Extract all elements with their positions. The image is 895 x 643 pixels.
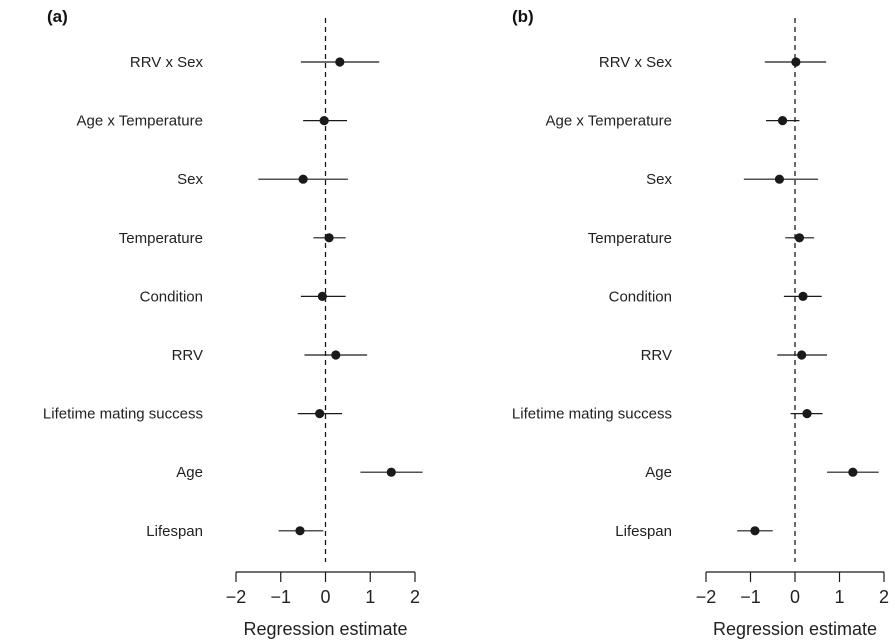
estimate-point (317, 291, 327, 301)
panel-b: (b) RRV x Sex Age x Temperature Sex Temperat… (512, 7, 889, 639)
estimate-point (774, 174, 785, 184)
x-tick-label: −2 (226, 587, 247, 607)
panel-label: (b) (512, 7, 534, 26)
x-axis-title: Regression estimate (713, 619, 877, 639)
estimate-point (794, 233, 805, 243)
x-tick-label: 2 (879, 587, 889, 607)
x-tick-label: −1 (740, 587, 761, 607)
estimate-point (797, 350, 807, 360)
category-label: Lifespan (615, 523, 672, 540)
x-tick-label: 1 (365, 587, 375, 607)
x-tick-label: 0 (320, 587, 330, 607)
category-label: Lifetime mating success (43, 406, 203, 423)
estimate-point (802, 409, 812, 419)
estimate-point (319, 116, 329, 126)
category-label: RRV x Sex (130, 54, 204, 71)
category-label: Age x Temperature (546, 113, 672, 130)
x-tick-label: 2 (410, 587, 420, 607)
estimate-point (324, 233, 334, 243)
estimate-point (750, 526, 760, 536)
category-label: Temperature (119, 230, 203, 247)
estimate-point (335, 57, 345, 67)
category-label: RRV (641, 347, 672, 364)
category-label: Temperature (588, 230, 672, 247)
x-tick-label: 0 (790, 587, 800, 607)
estimate-point (386, 467, 396, 477)
category-label: Sex (646, 171, 672, 188)
category-label: Lifespan (146, 523, 203, 540)
estimate-point (848, 467, 858, 477)
panel-label: (a) (47, 7, 68, 26)
category-label: Sex (177, 171, 203, 188)
x-tick-label: 1 (834, 587, 844, 607)
category-label: Age x Temperature (77, 113, 203, 130)
category-label: RRV x Sex (599, 54, 673, 71)
category-label: Condition (140, 288, 203, 305)
estimate-point (798, 291, 808, 301)
category-label: Lifetime mating success (512, 406, 672, 423)
estimate-point (298, 174, 308, 184)
category-label: Age (645, 464, 672, 481)
x-axis-title: Regression estimate (243, 619, 407, 639)
category-label: Age (176, 464, 203, 481)
estimate-point (295, 526, 305, 536)
estimate-point (331, 350, 341, 360)
estimate-point (315, 409, 325, 419)
category-label: RRV (172, 347, 203, 364)
category-label: Condition (609, 288, 672, 305)
estimate-point (777, 116, 788, 126)
panel-a: (a) RRV x Sex Age x Temperature Sex Temperat… (43, 7, 423, 639)
estimate-point (791, 57, 801, 67)
x-tick-label: −2 (696, 587, 717, 607)
x-tick-label: −1 (270, 587, 291, 607)
